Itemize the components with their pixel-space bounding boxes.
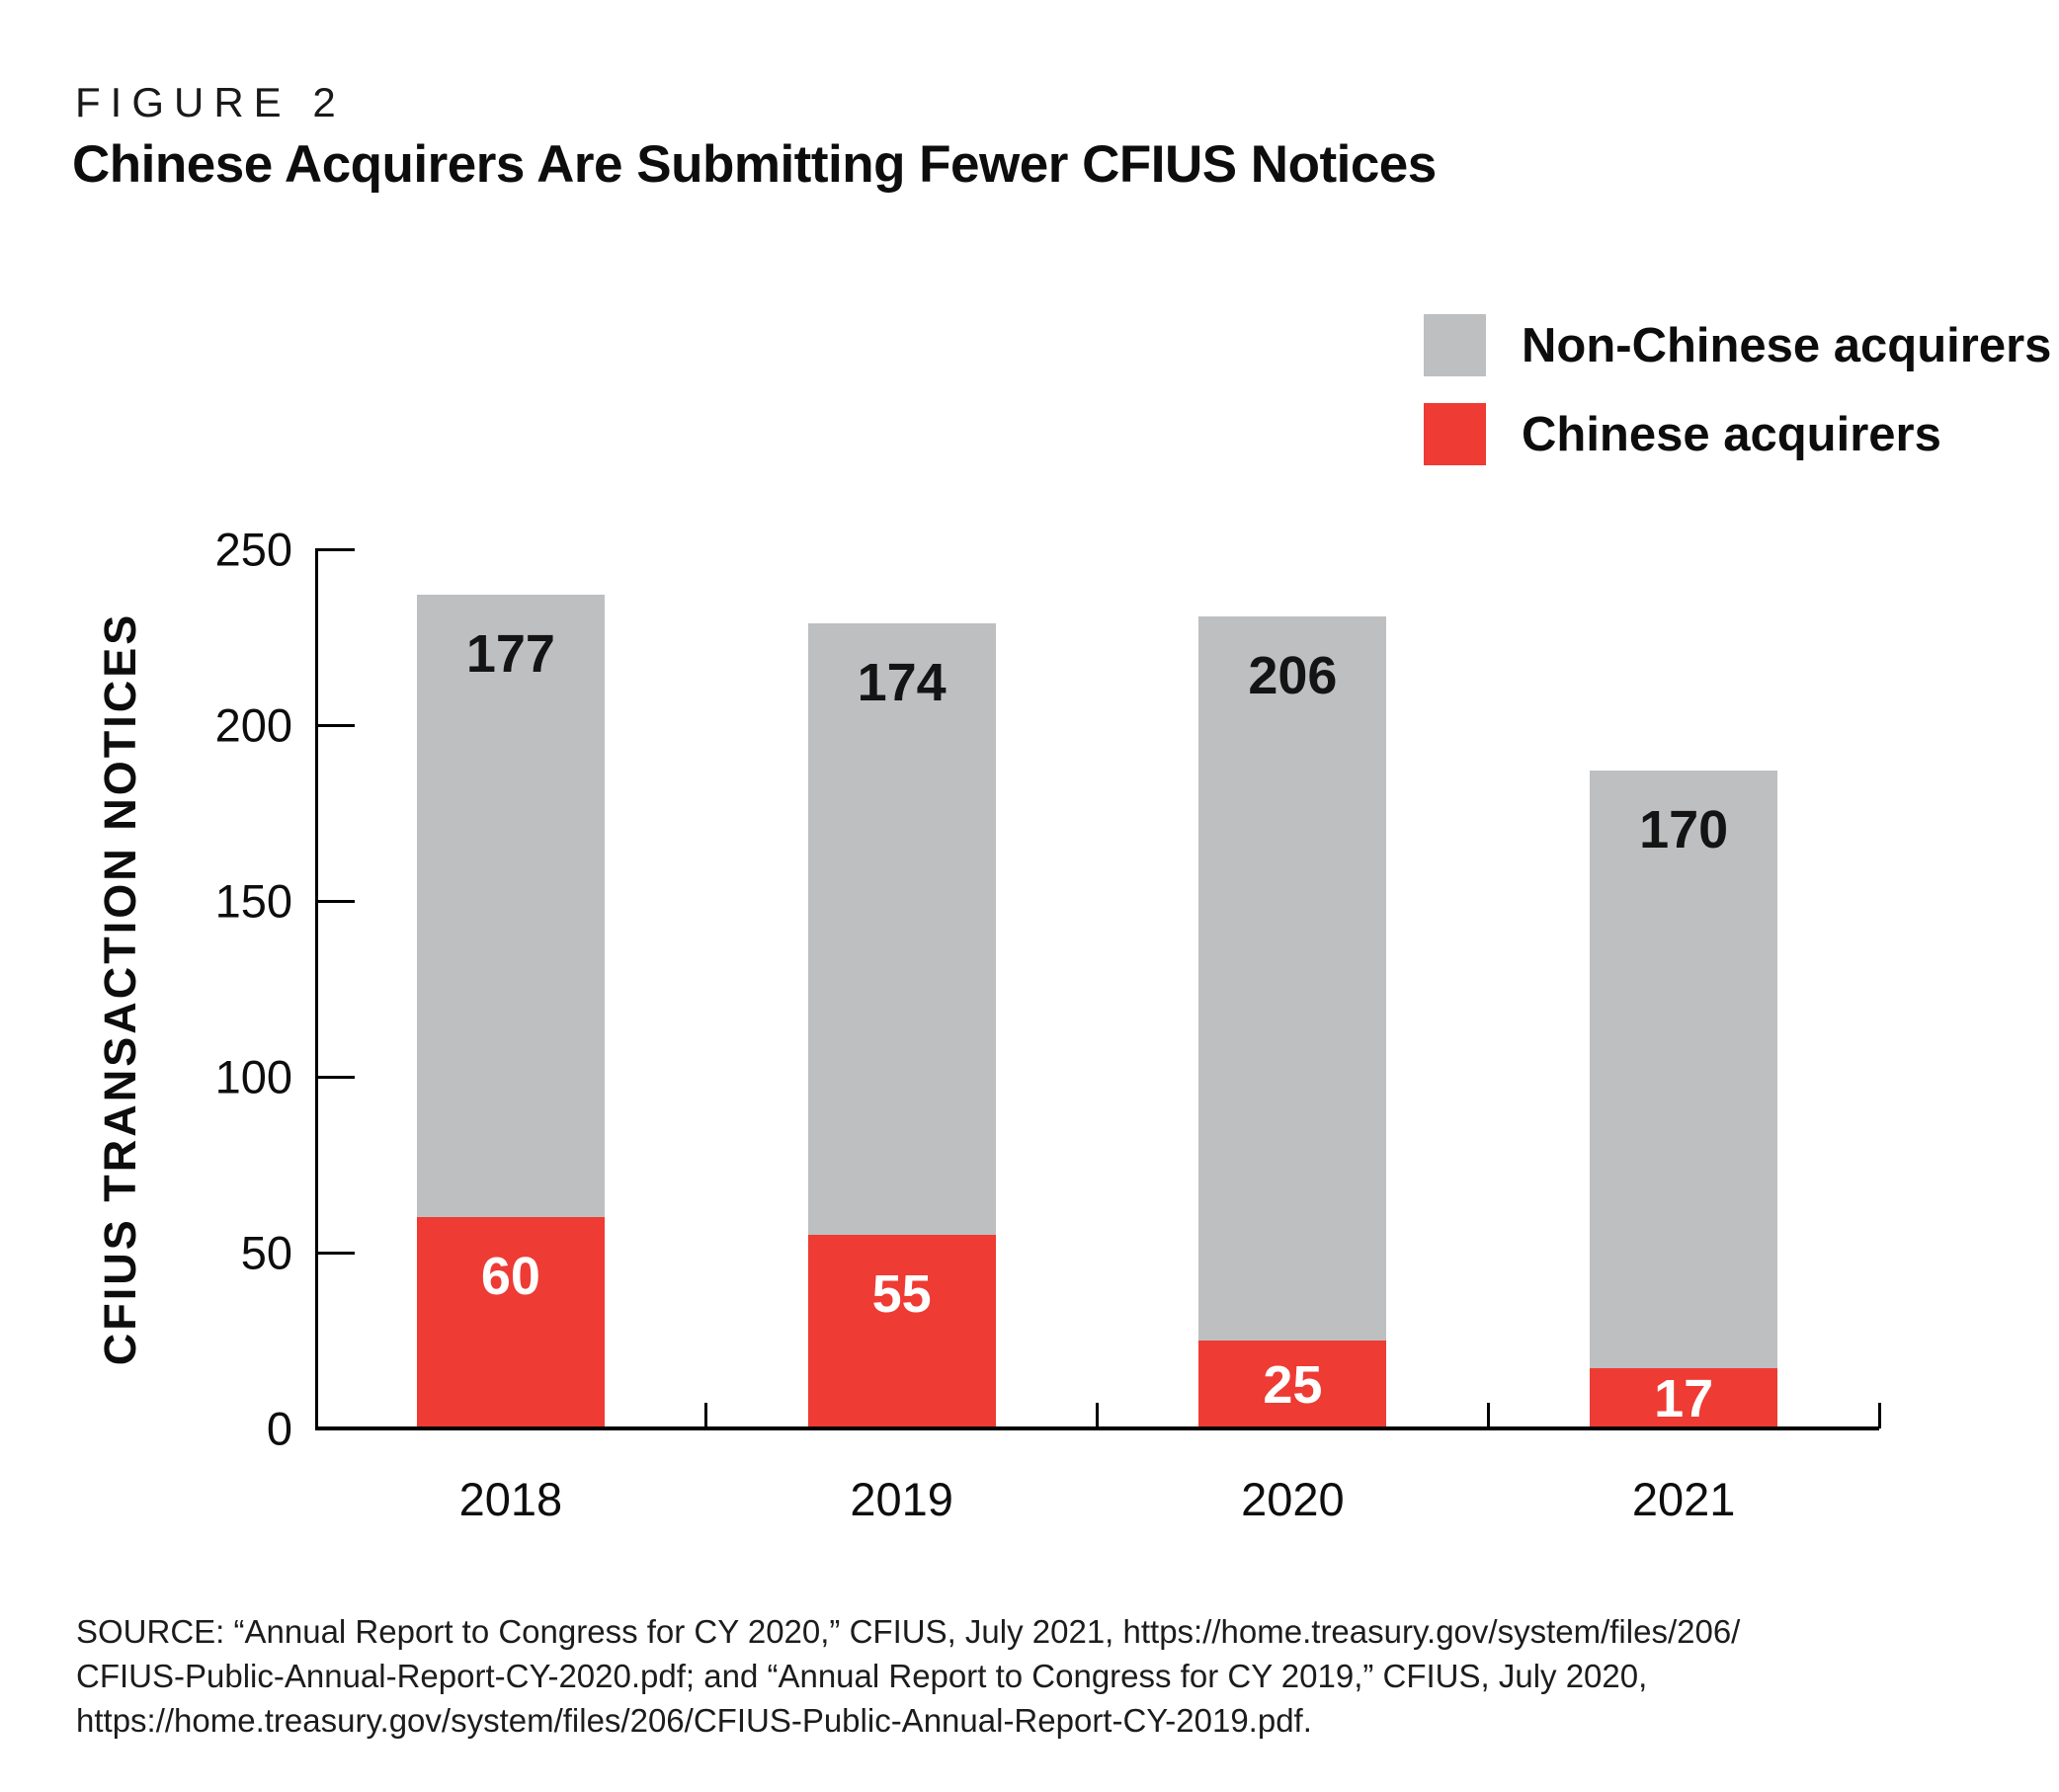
y-tick xyxy=(315,723,355,727)
x-tick-label-2021: 2021 xyxy=(1631,1473,1736,1525)
bar-segment-chinese-2021 xyxy=(1590,1368,1778,1428)
x-tick-label-2018: 2018 xyxy=(458,1473,563,1525)
x-tick xyxy=(1486,1403,1490,1428)
legend-item-chinese: Chinese acquirers xyxy=(1424,403,2051,465)
x-tick xyxy=(704,1403,708,1428)
y-axis-line xyxy=(315,549,318,1428)
y-tick-label: 100 xyxy=(214,1050,292,1103)
bar-segment-chinese-2019 xyxy=(807,1235,996,1428)
source-line: https://home.treasury.gov/system/files/2… xyxy=(76,1702,1312,1739)
legend-label-non-chinese: Non-Chinese acquirers xyxy=(1522,318,2052,372)
bar-segment-chinese-2018 xyxy=(416,1217,605,1428)
bar-value-chinese-2020: 25 xyxy=(1263,1354,1323,1415)
bar-value-chinese-2019: 55 xyxy=(871,1264,932,1325)
figure-title: Chinese Acquirers Are Submitting Fewer C… xyxy=(72,135,1437,194)
y-tick-label: 0 xyxy=(266,1402,292,1455)
y-tick xyxy=(315,547,355,551)
y-tick-label: 150 xyxy=(214,874,292,928)
figure-label: FIGURE 2 xyxy=(75,79,346,125)
source-note: SOURCE: “Annual Report to Congress for C… xyxy=(76,1609,1740,1743)
bar-value-non-chinese-2019: 174 xyxy=(857,652,947,712)
bar-value-non-chinese-2021: 170 xyxy=(1639,800,1729,860)
y-tick xyxy=(315,1075,355,1079)
source-line: SOURCE: “Annual Report to Congress for C… xyxy=(76,1613,1741,1650)
bar-value-chinese-2018: 60 xyxy=(480,1247,540,1307)
bar-segment-non-chinese-2019 xyxy=(807,622,996,1236)
y-tick xyxy=(315,899,355,903)
bar-segment-non-chinese-2020 xyxy=(1198,615,1387,1341)
bar-value-chinese-2021: 17 xyxy=(1654,1368,1714,1428)
x-tick-label-2019: 2019 xyxy=(850,1473,953,1525)
y-tick-label: 50 xyxy=(240,1226,292,1279)
legend-item-non-chinese: Non-Chinese acquirers xyxy=(1424,314,2051,376)
x-axis-line xyxy=(315,1426,1879,1430)
y-tick xyxy=(315,1251,355,1255)
y-tick-label: 200 xyxy=(214,698,292,752)
chart-legend: Non-Chinese acquirers Chinese acquirers xyxy=(1424,314,2051,465)
x-tick xyxy=(1877,1403,1881,1428)
y-tick-label: 250 xyxy=(214,523,292,576)
legend-swatch-non-chinese-icon xyxy=(1424,314,1486,376)
bar-value-non-chinese-2020: 206 xyxy=(1248,645,1338,705)
bar-segment-non-chinese-2018 xyxy=(416,595,605,1218)
bar-segment-non-chinese-2021 xyxy=(1590,771,1778,1369)
source-line: CFIUS-Public-Annual-Report-CY-2020.pdf; … xyxy=(76,1658,1648,1694)
legend-label-chinese: Chinese acquirers xyxy=(1522,407,1941,461)
bar-value-non-chinese-2018: 177 xyxy=(465,624,555,685)
x-tick-label-2020: 2020 xyxy=(1241,1473,1345,1525)
bar-segment-chinese-2020 xyxy=(1198,1341,1387,1428)
x-tick xyxy=(1096,1403,1099,1428)
legend-swatch-chinese-icon xyxy=(1424,403,1486,465)
